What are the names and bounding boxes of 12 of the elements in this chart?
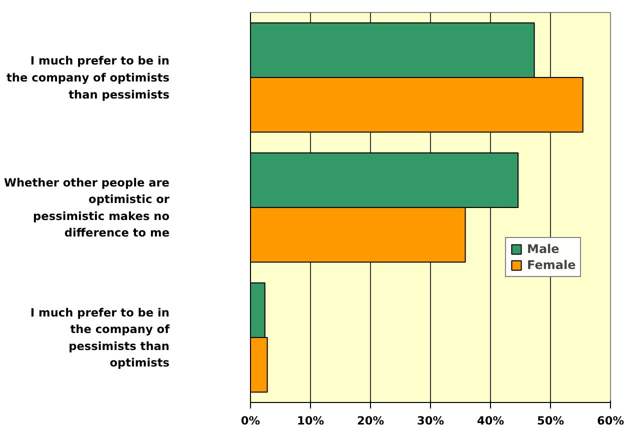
legend-label: Female [527, 258, 576, 272]
y-tick-label: I much prefer to be in the company of pessimists than optimists [30, 305, 171, 370]
x-tick-label: 40% [476, 414, 504, 428]
x-tick-label: 50% [536, 414, 564, 428]
x-tick-label: 60% [596, 414, 624, 428]
legend-label: Male [527, 242, 560, 256]
x-tick-label: 20% [356, 414, 384, 428]
x-tick-label: 30% [416, 414, 444, 428]
y-tick-label: I much prefer to be in the company of optimists than pessimists [6, 54, 170, 102]
y-tick-label: Whether other people are optimistic or pessimistic makes no difference to me [4, 175, 170, 240]
x-tick-label: 10% [296, 414, 324, 428]
x-tick-label: 0% [240, 414, 260, 428]
